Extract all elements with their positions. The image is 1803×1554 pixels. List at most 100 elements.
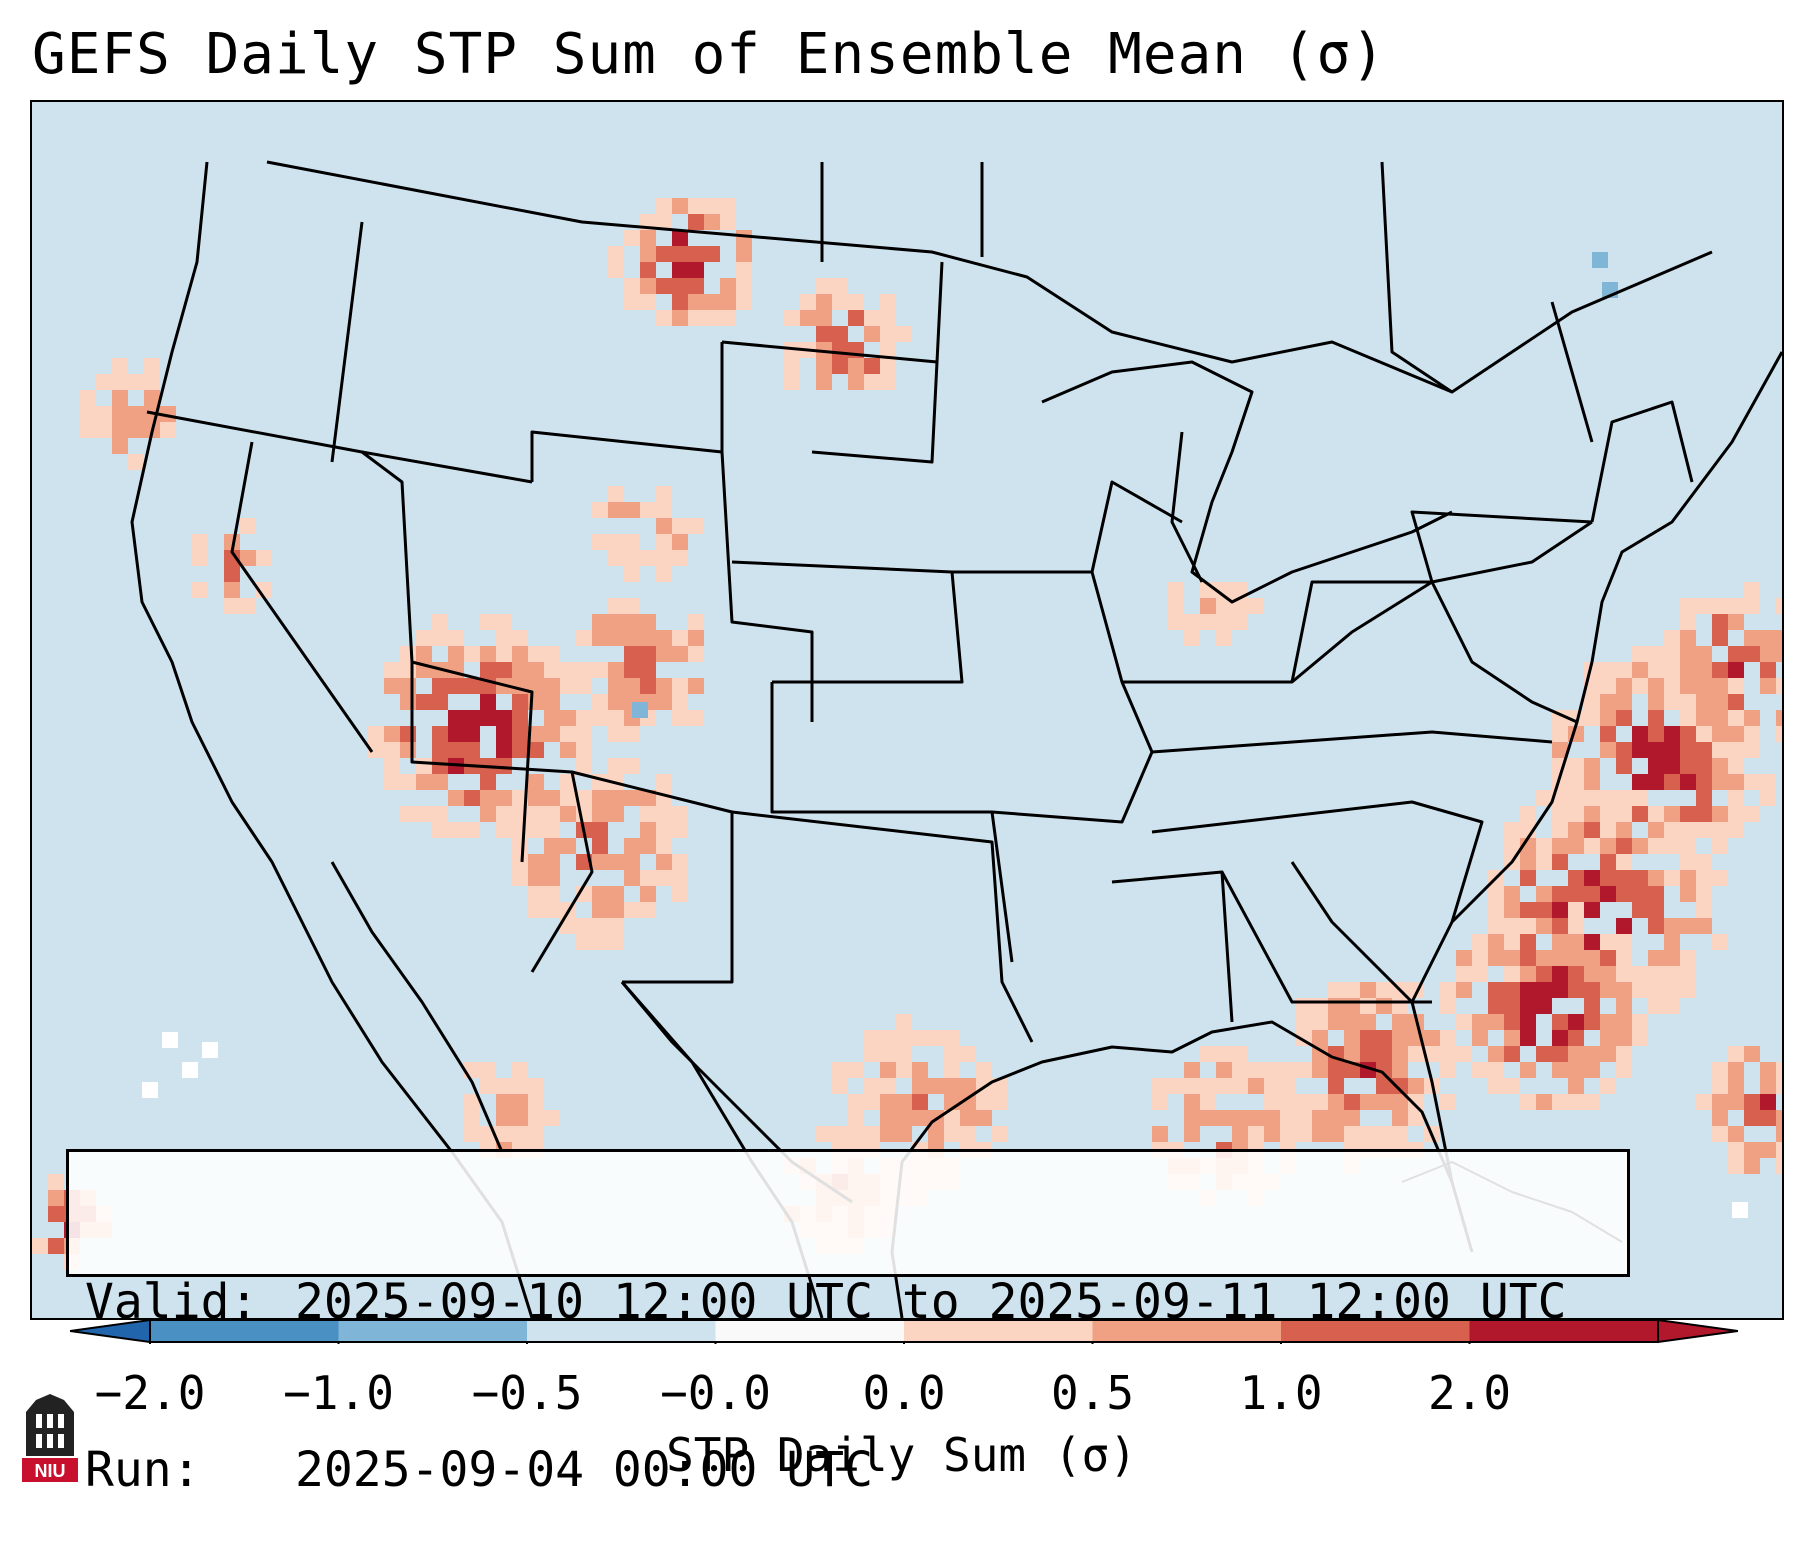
stp-cell [688,198,704,214]
stp-cell [1536,902,1552,918]
stp-cell [1728,774,1744,790]
stp-cell [608,694,624,710]
stp-cell [656,822,672,838]
stp-cell [1648,758,1664,774]
stp-cell [896,326,912,342]
stp-cell [1536,854,1552,870]
stp-cell [1536,838,1552,854]
stp-cell [832,294,848,310]
stp-cell [640,790,656,806]
stp-cell [1312,1094,1328,1110]
stp-cell [1776,1158,1782,1174]
stp-cell [544,678,560,694]
colorbar-high-extend [1657,1318,1738,1344]
stp-cell [624,294,640,310]
stp-cell [608,918,624,934]
stp-cell [1536,966,1552,982]
stp-cell [432,822,448,838]
stp-cell [592,806,608,822]
stp-cell [976,1110,992,1126]
stp-cell [448,742,464,758]
stp-cell [864,1126,880,1142]
stp-cell [832,278,848,294]
stp-cell [944,1046,960,1062]
stp-cell [608,758,624,774]
stp-cell [1376,998,1392,1014]
stp-cell [960,1046,976,1062]
stp-cell [1696,918,1712,934]
stp-cell [1600,742,1616,758]
stp-cell [1200,1078,1216,1094]
stp-cell [432,742,448,758]
stp-cell [560,838,576,854]
stp-cell [96,374,112,390]
stp-cell [1520,854,1536,870]
stp-cell [1728,806,1744,822]
stp-cell [1552,726,1568,742]
stp-cell [1696,806,1712,822]
stp-cell [1328,1078,1344,1094]
stp-cell [880,342,896,358]
stp-cell [640,502,656,518]
stp-cell [1744,1110,1760,1126]
stp-cell [656,854,672,870]
stp-cell [656,486,672,502]
stp-cell [48,1174,64,1190]
stp-cell [1600,1030,1616,1046]
stp-cell [1744,630,1760,646]
stp-cell [624,790,640,806]
stp-cell [512,646,528,662]
stp-cell [880,294,896,310]
stp-cell [1488,1046,1504,1062]
stp-cell [1696,902,1712,918]
stp-cell [480,1078,496,1094]
stp-cell [544,646,560,662]
stp-cell [1664,678,1680,694]
stp-cell [928,1030,944,1046]
stp-cell [608,902,624,918]
colorbar-block [1469,1320,1658,1342]
stp-cell [672,262,688,278]
stp-cell [1344,998,1360,1014]
stp-cell [1520,1014,1536,1030]
stp-cell [672,630,688,646]
stp-cell [1456,982,1472,998]
stp-cell [480,806,496,822]
stp-cell [448,822,464,838]
stp-cell [496,790,512,806]
stp-cell [656,806,672,822]
stp-cell [1536,1046,1552,1062]
stp-cell [1168,598,1184,614]
stp-cell [432,806,448,822]
stp-cell [1600,822,1616,838]
stp-cell [688,678,704,694]
stp-cell [1552,1046,1568,1062]
stp-cell [1616,742,1632,758]
stp-cell [1728,742,1744,758]
stp-cell [1616,1062,1632,1078]
colorbar-tick-label: −0.5 [471,1366,583,1420]
stp-cell [624,614,640,630]
stp-cell [496,710,512,726]
stp-cell [1776,710,1782,726]
colorbar-low-extend [70,1318,151,1344]
stp-cell [1744,598,1760,614]
stp-cell [864,326,880,342]
stp-cell [544,854,560,870]
stp-cell [1216,1046,1232,1062]
stp-cell [1728,822,1744,838]
stp-cell [544,1110,560,1126]
stp-cell [1184,1110,1200,1126]
stp-cell [1616,998,1632,1014]
stp-cell [1648,870,1664,886]
stp-cell [1744,1142,1760,1158]
stp-cell [1696,678,1712,694]
colorbar-label: STP Daily Sum (σ) [666,1428,1137,1482]
stp-cell [784,310,800,326]
stp-cell [688,630,704,646]
stp-cell [1552,822,1568,838]
stp-cell [1472,1062,1488,1078]
stp-cell [528,774,544,790]
stp-cell [416,806,432,822]
stp-cell [400,806,416,822]
